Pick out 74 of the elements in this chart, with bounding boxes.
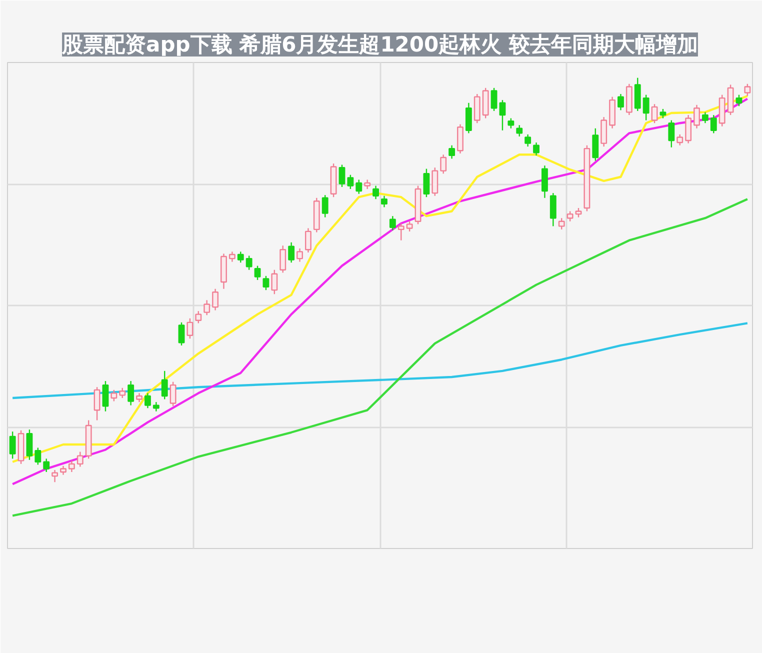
candlestick [26,428,33,460]
candlestick [356,179,362,194]
candlestick [634,77,641,112]
candlestick [128,380,134,406]
candlestick [296,248,303,262]
candlestick [178,322,185,346]
candlestick [119,387,126,399]
candlestick [432,166,438,196]
candlestick [288,242,295,264]
candlestick [516,124,523,138]
candlestick [110,389,118,402]
candlestick [161,370,168,400]
candlestick [338,164,346,188]
candlestick [398,222,404,241]
candlestick [322,194,328,218]
candlestick [170,381,176,407]
candlestick [381,195,388,208]
candlestick [94,386,100,421]
candlestick [440,154,447,174]
candlestick [144,392,151,409]
candlestick [541,164,548,198]
candlestick [271,269,278,295]
candlestick [736,94,742,107]
candlestick [254,265,261,281]
candlestick [34,447,42,466]
candlestick [423,168,430,198]
candlestick [702,112,708,124]
candlestick [566,210,574,222]
candlestick [389,215,396,231]
candlestick [246,255,252,270]
candlestick [651,104,658,124]
candlestick [204,300,210,316]
candlestick [347,174,354,190]
candlestick [668,120,675,148]
candlestick [618,93,624,111]
candlestick [372,185,379,200]
candlestick [228,251,236,262]
chart-title: 股票配资app下载 希腊6月发生超1200起林火 较去年同期大幅增加 [61,32,698,56]
candlestick [102,380,109,412]
candlestick [262,275,270,291]
candlestick [152,401,160,412]
candlestick [474,93,480,124]
candlestick [9,430,16,460]
candlestick [280,245,286,274]
candlestick [52,469,58,483]
candlestick [186,318,194,340]
candlestick [304,228,312,254]
candlestick [237,251,244,264]
candlestick [660,108,666,119]
candlestick [76,451,84,468]
candlestick [685,114,692,144]
candlestick [490,87,498,112]
candlestick [710,114,717,134]
candlestick [448,144,456,160]
candlestick [524,134,532,148]
candlestick [212,288,219,311]
candlestick [642,94,650,121]
candlestick [592,128,599,162]
candlestick [550,192,556,227]
candlestick [558,218,565,230]
candlestick [508,118,514,129]
candlestick [533,142,540,156]
candlestick [676,134,684,146]
candlestick [694,104,700,129]
candlestick [68,460,75,473]
candlestick [43,458,50,473]
candlestick [575,207,582,218]
candlestick [499,99,506,131]
candlestick [457,124,464,154]
candlestick [406,220,413,232]
candlestick [195,310,202,324]
candlestick [600,116,608,148]
candlestick [364,179,371,190]
candlestick [465,102,472,134]
